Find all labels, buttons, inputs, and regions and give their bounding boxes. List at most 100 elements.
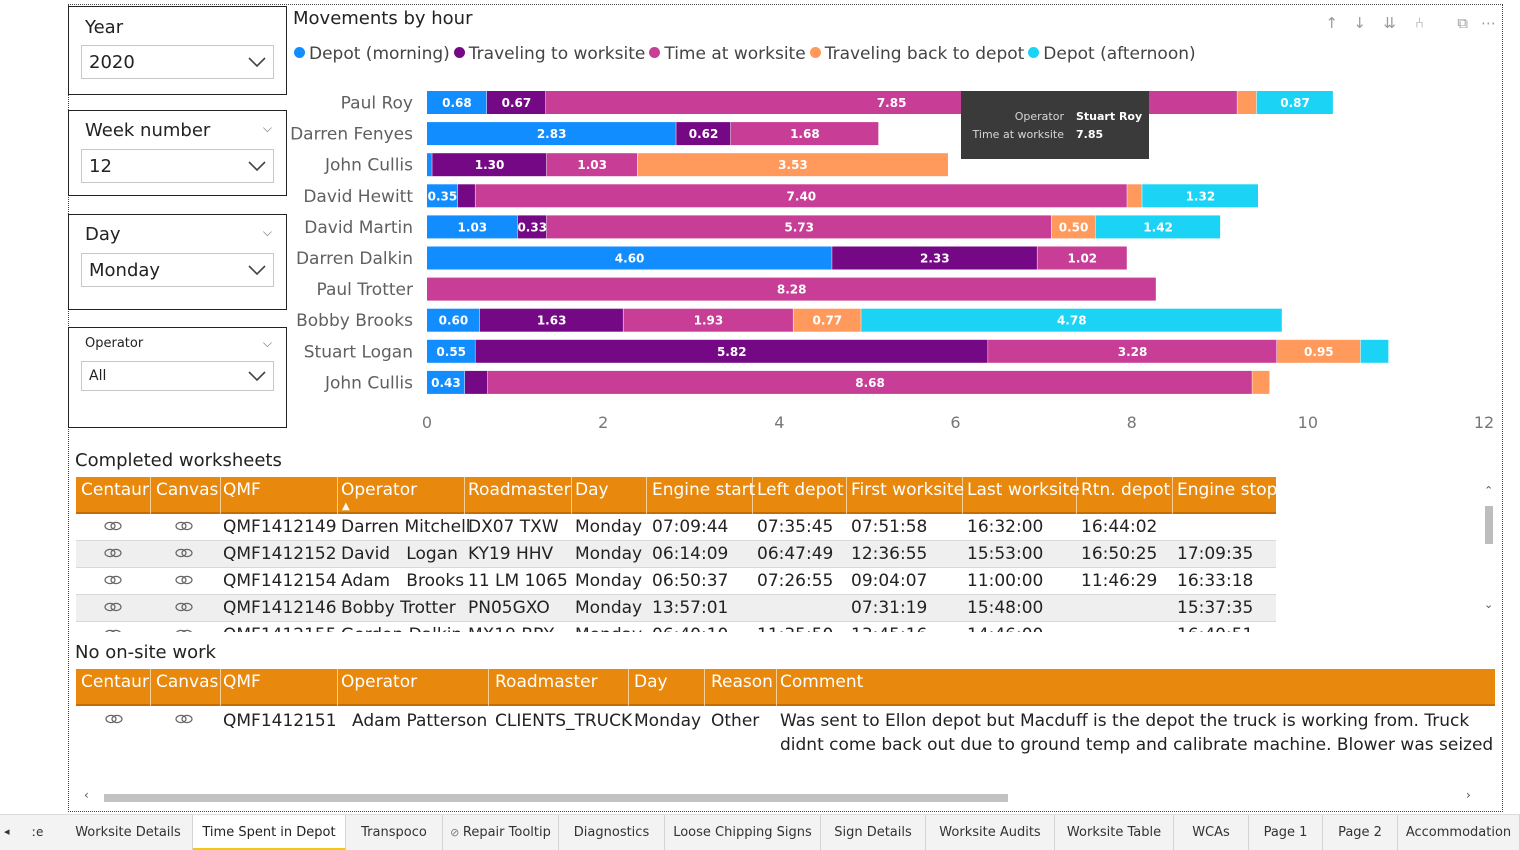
week-dropdown[interactable]: 12: [81, 149, 274, 183]
column-separator[interactable]: [646, 477, 647, 514]
column-header-day[interactable]: Day: [634, 672, 668, 692]
page-tab-accommodation[interactable]: Accommodation: [1398, 815, 1520, 850]
page-tab-sign-details[interactable]: Sign Details: [821, 815, 926, 850]
legend-item-1[interactable]: Traveling to worksite: [453, 44, 645, 64]
page-tab-repair-tooltip[interactable]: ⊘ Repair Tooltip: [443, 815, 559, 850]
tab-previous-fragment[interactable]: ːe: [32, 825, 44, 839]
column-separator[interactable]: [752, 477, 753, 514]
table-row[interactable]: QMF1412149 Darren Mitchell DX07 TXW Monday 0…: [76, 514, 1276, 541]
expand-hierarchy-icon[interactable]: ⑃: [1414, 14, 1424, 32]
legend-item-4[interactable]: Depot (afternoon): [1028, 44, 1196, 64]
page-tab-worksite-table[interactable]: Worksite Table: [1055, 815, 1174, 850]
legend-item-0[interactable]: Depot (morning): [294, 44, 450, 64]
movements-chart[interactable]: Movements by hour ↑ ↓ ⇊ ⑃ ⧉ ⋯ Depot (mor…: [288, 4, 1502, 444]
column-separator[interactable]: [220, 477, 221, 514]
column-header-qmf[interactable]: QMF: [223, 672, 261, 692]
centaur-link-icon[interactable]: [104, 547, 122, 559]
centaur-link-icon[interactable]: [104, 601, 122, 613]
scroll-down-icon[interactable]: ⌄: [1484, 598, 1494, 611]
page-tab-diagnostics[interactable]: Diagnostics: [559, 815, 665, 850]
table-row[interactable]: QMF1412154 Adam Brooks 11 LM 1065 Monday 06:…: [76, 568, 1276, 595]
tabs-scroll-left-icon[interactable]: ◂: [4, 825, 10, 838]
page-tab-worksite-details[interactable]: Worksite Details: [64, 815, 193, 850]
year-dropdown[interactable]: 2020: [81, 45, 274, 79]
canvas-link-icon[interactable]: [175, 520, 193, 532]
column-header-canvas[interactable]: Canvas: [156, 480, 219, 500]
canvas-link-icon[interactable]: [175, 547, 193, 559]
table-row[interactable]: QMF1412152 David Logan KY19 HHV Monday 06:14…: [76, 541, 1276, 568]
worksheets-vertical-scrollbar[interactable]: ⌃ ⌄: [1482, 478, 1496, 618]
canvas-link-icon[interactable]: [175, 601, 193, 613]
column-separator[interactable]: [337, 669, 338, 706]
column-header-operator[interactable]: Operator: [341, 480, 418, 500]
canvas-link-icon[interactable]: [175, 713, 193, 725]
page-tab-time-spent-in-depot[interactable]: Time Spent in Depot: [193, 815, 346, 850]
legend-item-3[interactable]: Traveling back to depot: [809, 44, 1024, 64]
column-separator[interactable]: [337, 477, 338, 514]
chevron-down-icon[interactable]: ⌵: [262, 121, 272, 135]
expand-all-down-icon[interactable]: ⇊: [1383, 14, 1396, 32]
page-tab-wcas[interactable]: WCAs: [1174, 815, 1249, 850]
column-separator[interactable]: [464, 477, 465, 514]
column-separator[interactable]: [776, 669, 777, 706]
column-header-first-worksite[interactable]: First worksite: [851, 480, 965, 500]
scroll-left-icon[interactable]: ‹: [84, 788, 89, 802]
more-options-icon[interactable]: ⋯: [1481, 14, 1496, 32]
column-separator[interactable]: [150, 477, 151, 514]
centaur-link-icon[interactable]: [104, 574, 122, 586]
page-tab-transpoco[interactable]: Transpoco: [346, 815, 443, 850]
drill-up-icon[interactable]: ↑: [1325, 14, 1338, 32]
column-header-centaur[interactable]: Centaur: [81, 672, 149, 692]
column-header-operator[interactable]: Operator: [341, 672, 418, 692]
centaur-link-icon[interactable]: [105, 713, 123, 725]
table-row[interactable]: QMF1412155 Gordon Dalkin MX19 BRY Monday 06:…: [76, 622, 1276, 632]
legend-item-2[interactable]: Time at worksite: [649, 44, 806, 64]
scroll-up-icon[interactable]: ⌃: [1484, 484, 1494, 497]
centaur-link-icon[interactable]: [104, 520, 122, 532]
day-dropdown[interactable]: Monday: [81, 253, 274, 287]
page-tab-loose-chipping-signs[interactable]: Loose Chipping Signs: [665, 815, 821, 850]
column-header-roadmaster[interactable]: Roadmaster: [495, 672, 598, 692]
column-header-last-worksite[interactable]: Last worksite: [967, 480, 1080, 500]
column-separator[interactable]: [846, 477, 847, 514]
scrollbar-thumb[interactable]: [104, 794, 1008, 802]
column-header-qmf[interactable]: QMF: [223, 480, 261, 500]
page-tab-page-1[interactable]: Page 1: [1249, 815, 1323, 850]
column-separator[interactable]: [571, 477, 572, 514]
centaur-link-icon[interactable]: [104, 628, 122, 632]
canvas-link-icon[interactable]: [175, 574, 193, 586]
column-header-engine-stop[interactable]: Engine stop: [1177, 480, 1278, 500]
column-separator[interactable]: [1076, 477, 1077, 514]
column-header-day[interactable]: Day: [575, 480, 609, 500]
operator-dropdown[interactable]: All: [81, 361, 274, 391]
focus-mode-icon[interactable]: ⧉: [1457, 14, 1468, 32]
column-separator[interactable]: [704, 669, 705, 706]
column-header-comment[interactable]: Comment: [780, 672, 864, 692]
scroll-right-icon[interactable]: ›: [1466, 788, 1471, 802]
column-header-rtn-depot[interactable]: Rtn. depot: [1081, 480, 1171, 500]
table-row[interactable]: QMF1412146 Bobby Trotter PN05GXO Monday 13:5…: [76, 595, 1276, 622]
table-cell: 16:50:25: [1081, 544, 1158, 564]
page-tab-page-2[interactable]: Page 2: [1323, 815, 1398, 850]
column-header-reason[interactable]: Reason: [711, 672, 773, 692]
horizontal-scrollbar[interactable]: ‹ ›: [80, 788, 1480, 804]
column-separator[interactable]: [1172, 477, 1173, 514]
column-separator[interactable]: [488, 669, 489, 706]
column-header-left-depot[interactable]: Left depot: [757, 480, 844, 500]
column-separator[interactable]: [628, 669, 629, 706]
column-separator[interactable]: [150, 669, 151, 706]
column-separator[interactable]: [1276, 477, 1277, 514]
column-header-canvas[interactable]: Canvas: [156, 672, 219, 692]
drill-down-icon[interactable]: ↓: [1353, 14, 1366, 32]
canvas-link-icon[interactable]: [175, 628, 193, 632]
column-header-roadmaster[interactable]: Roadmaster: [468, 480, 571, 500]
column-header-engine-start[interactable]: Engine start: [652, 480, 756, 500]
column-separator[interactable]: [962, 477, 963, 514]
chevron-down-icon[interactable]: ⌵: [262, 336, 272, 350]
column-separator[interactable]: [220, 669, 221, 706]
sort-ascending-icon[interactable]: ▲: [342, 501, 350, 512]
column-header-centaur[interactable]: Centaur: [81, 480, 149, 500]
chevron-down-icon[interactable]: ⌵: [262, 225, 272, 239]
page-tab-worksite-audits[interactable]: Worksite Audits: [926, 815, 1055, 850]
scrollbar-thumb[interactable]: [1485, 506, 1493, 544]
